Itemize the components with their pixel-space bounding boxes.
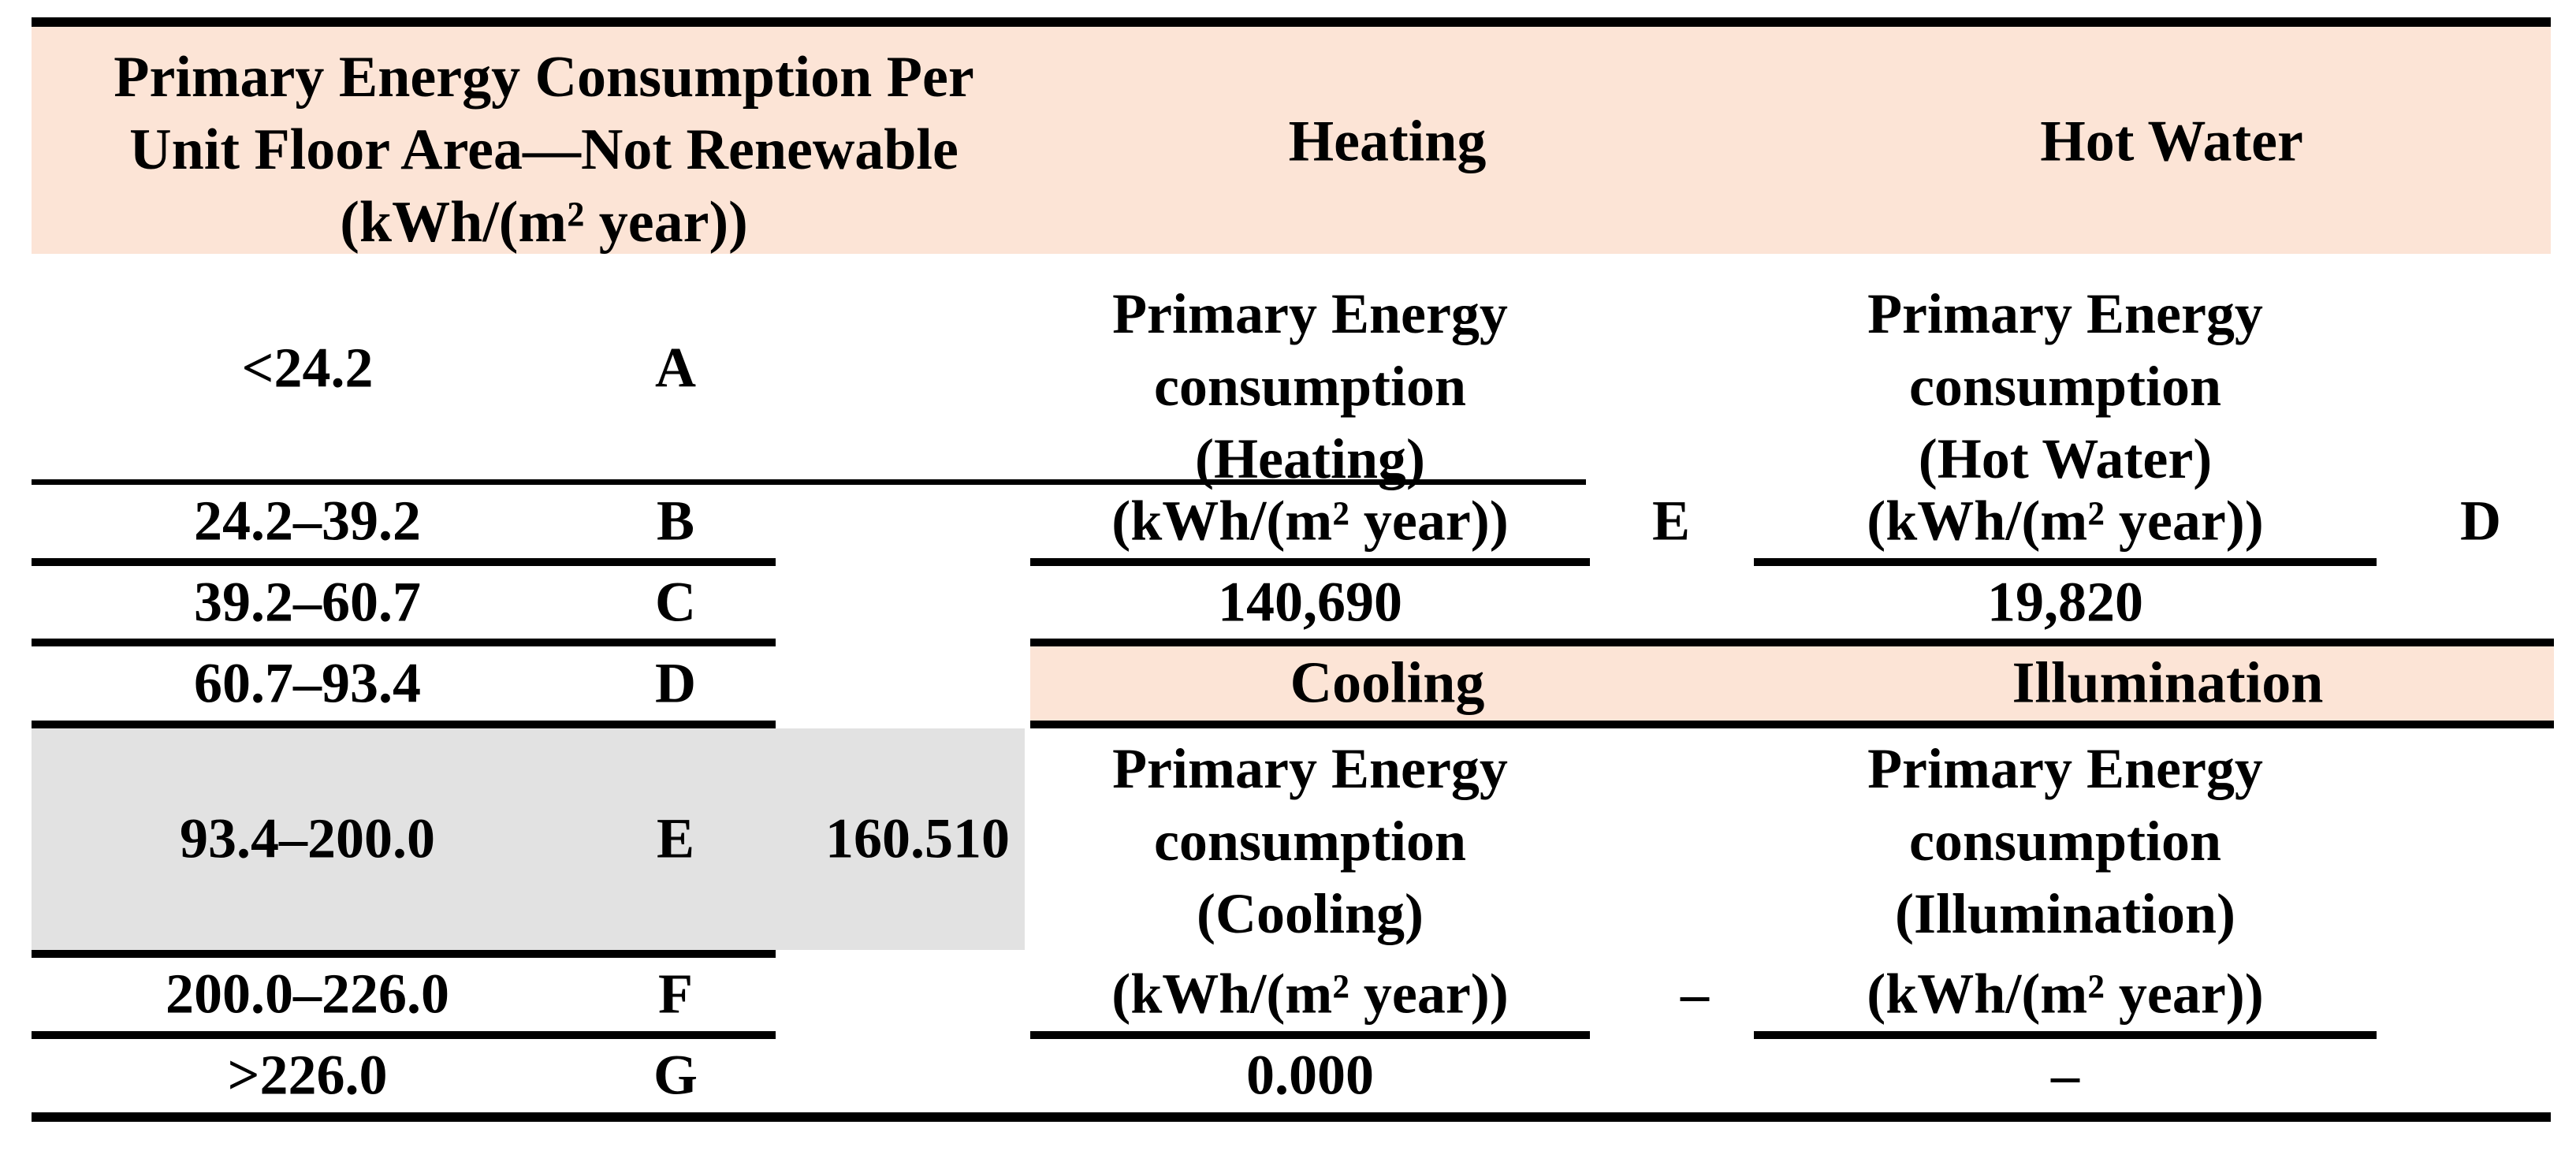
range-class-e: 93.4–200.0: [180, 806, 435, 870]
rule-below-heating-unit: [1030, 558, 1590, 566]
illumination-label-block: Primary Energy consumption (Illumination…: [1867, 732, 2263, 950]
hot-water-value: 19,820: [1987, 570, 2143, 634]
rule-bottom-border: [32, 1112, 2551, 1122]
table-header-background: [32, 27, 2551, 254]
grade-class-b: B: [656, 489, 695, 553]
cooling-label-line-3: (Cooling): [1196, 882, 1424, 945]
hot-water-grade: D: [2460, 489, 2501, 553]
heating-value: 140,690: [1218, 570, 1402, 634]
illumination-label-line-2: consumption: [1908, 810, 2222, 873]
hot-water-label-line-3: (Hot Water): [1918, 427, 2213, 490]
rule-below-row-c-left: [32, 639, 776, 646]
range-class-b: 24.2–39.2: [194, 489, 421, 553]
cooling-value: 0.000: [1246, 1043, 1374, 1107]
heating-column-header: Heating: [1288, 109, 1487, 174]
range-class-g: >226.0: [227, 1043, 388, 1107]
rule-below-row-e-left: [32, 950, 776, 958]
hot-water-unit-label: (kWh/(m² year)): [1867, 489, 2264, 553]
cooling-section-header: Cooling: [1290, 650, 1485, 716]
rule-above-cooling-header: [1030, 639, 2554, 646]
cooling-illumination-header-background: [1030, 646, 2554, 721]
grade-class-d: D: [655, 651, 696, 715]
range-class-c: 39.2–60.7: [194, 570, 421, 634]
heating-label-line-3: (Heating): [1195, 427, 1425, 490]
table-title-line-2: Unit Floor Area—Not Renewable: [129, 117, 959, 182]
cooling-label-line-1: Primary Energy: [1112, 737, 1508, 800]
heating-grade: E: [1651, 489, 1691, 553]
hot-water-label-line-2: consumption: [1908, 355, 2222, 418]
rule-below-row-d-left: [32, 721, 776, 728]
table-title-line-1: Primary Energy Consumption Per: [114, 45, 974, 110]
illumination-value: –: [2051, 1043, 2079, 1107]
current-value-class-e: 160.510: [825, 806, 1010, 870]
table-title-line-3: (kWh/(m² year)): [340, 190, 748, 255]
heating-label-block: Primary Energy consumption (Heating): [1112, 277, 1508, 495]
illumination-unit-label: (kWh/(m² year)): [1867, 962, 2264, 1026]
highlight-class-e-background: [32, 728, 1025, 950]
range-class-a: <24.2: [241, 336, 374, 400]
rule-below-row-f-left: [32, 1031, 776, 1039]
rule-below-cooling-unit: [1030, 1031, 1590, 1039]
heating-label-line-2: consumption: [1153, 355, 1467, 418]
illumination-section-header: Illumination: [2012, 650, 2324, 716]
grade-class-a: A: [655, 336, 696, 400]
grade-class-e: E: [656, 806, 695, 870]
rule-below-hotwater-unit: [1754, 558, 2377, 566]
heating-unit-label: (kWh/(m² year)): [1111, 489, 1509, 553]
cooling-label-line-2: consumption: [1153, 810, 1467, 873]
cooling-unit-label: (kWh/(m² year)): [1111, 962, 1509, 1026]
hot-water-label-block: Primary Energy consumption (Hot Water): [1867, 277, 2263, 495]
heating-label-line-1: Primary Energy: [1112, 282, 1508, 345]
range-class-f: 200.0–226.0: [166, 962, 449, 1026]
cooling-label-block: Primary Energy consumption (Cooling): [1112, 732, 1508, 950]
illumination-label-line-1: Primary Energy: [1867, 737, 2263, 800]
hot-water-label-line-1: Primary Energy: [1867, 282, 2263, 345]
rule-below-row-b-left: [32, 558, 776, 566]
rule-top-border: [32, 17, 2551, 27]
illumination-label-line-3: (Illumination): [1894, 882, 2236, 945]
range-class-d: 60.7–93.4: [194, 651, 421, 715]
grade-class-c: C: [655, 570, 696, 634]
cooling-grade: –: [1681, 962, 1709, 1026]
grade-class-g: G: [653, 1043, 698, 1107]
rule-below-cooling-header: [1030, 721, 2554, 728]
table-title: Primary Energy Consumption Per Unit Floo…: [114, 41, 973, 259]
grade-class-f: F: [658, 962, 693, 1026]
rule-below-row-a: [32, 479, 1586, 485]
rule-below-illumination-unit: [1754, 1031, 2377, 1039]
hot-water-column-header: Hot Water: [2040, 109, 2303, 174]
